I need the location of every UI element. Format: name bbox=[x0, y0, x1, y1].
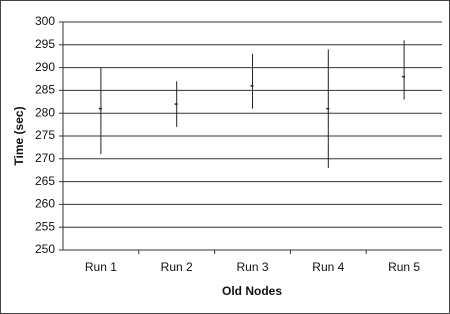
y-tick-label: 275 bbox=[35, 128, 55, 142]
y-tick-label: 300 bbox=[35, 14, 55, 28]
y-tick-label: 255 bbox=[35, 219, 55, 233]
y-axis-label: Time (sec) bbox=[12, 106, 26, 165]
y-tick-label: 295 bbox=[35, 37, 55, 51]
x-tick-label: Run 3 bbox=[236, 260, 268, 274]
x-tick-label: Run 1 bbox=[85, 260, 117, 274]
y-tick-label: 290 bbox=[35, 60, 55, 74]
y-tick-label: 280 bbox=[35, 105, 55, 119]
x-tick-label: Run 2 bbox=[161, 260, 193, 274]
x-tick-label: Run 4 bbox=[312, 260, 344, 274]
x-tick-label: Run 5 bbox=[388, 260, 420, 274]
y-tick-label: 265 bbox=[35, 174, 55, 188]
y-tick-label: 260 bbox=[35, 197, 55, 211]
y-tick-label: 285 bbox=[35, 83, 55, 97]
y-tick-label: 250 bbox=[35, 242, 55, 256]
x-axis-label: Old Nodes bbox=[222, 284, 282, 298]
y-tick-label: 270 bbox=[35, 151, 55, 165]
